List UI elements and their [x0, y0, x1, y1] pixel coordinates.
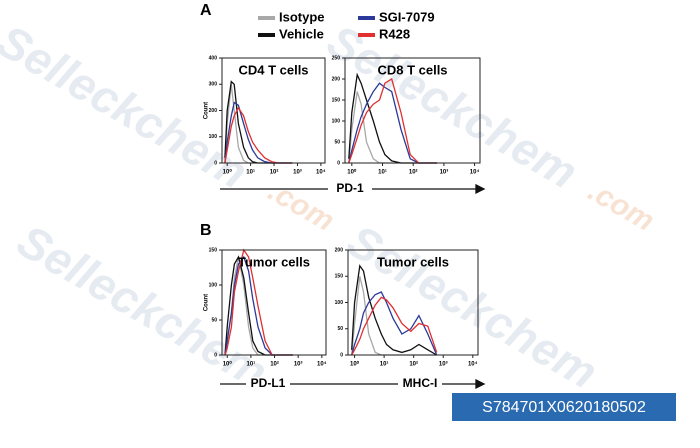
x-axis-label: MHC-I — [403, 376, 438, 390]
y-tick-label: 250 — [332, 55, 341, 61]
x-tick-label: 10¹ — [378, 169, 387, 176]
y-tick-label: 200 — [209, 108, 218, 114]
panel: 0 50 100 150 10⁰ 10¹ 10² 10³ 10⁴ Tumor cells Count… — [204, 247, 327, 391]
x-tick-label: 10⁰ — [347, 169, 357, 176]
y-tick-label: 200 — [332, 76, 341, 82]
watermark: .com — [583, 174, 660, 238]
panel-title: CD8 T cells — [377, 62, 447, 77]
y-tick-label: 0 — [214, 352, 217, 358]
histogram-line — [351, 296, 438, 356]
histogram-line — [351, 264, 438, 356]
y-axis-label: Count — [204, 102, 210, 119]
y-tick-label: 300 — [209, 82, 218, 88]
y-tick-label: 0 — [340, 352, 343, 358]
watermark: Selleckchem — [9, 214, 276, 398]
x-axis-label: PD-L1 — [251, 376, 286, 390]
y-tick-label: 400 — [209, 55, 218, 61]
watermark: Selleckchem — [0, 14, 256, 198]
x-tick-label: 10³ — [293, 169, 302, 176]
x-label-bg — [398, 377, 442, 391]
x-tick-label: 10³ — [439, 361, 448, 368]
x-tick-label: 10⁴ — [468, 362, 478, 368]
legend-label: Vehicle — [279, 26, 324, 41]
x-tick-label: 10⁴ — [317, 362, 327, 368]
panel: 0 50 100 150 200 250 10⁰ 10¹ 10² 10³ 10⁴ CD8 T cell… — [332, 55, 481, 176]
watermark: Selleckchem — [319, 14, 586, 198]
histogram-line — [348, 77, 438, 164]
panel: 0 100 200 300 400 10⁰ 10¹ 10² 10³ 10⁴ CD4 T cells C… — [204, 55, 372, 196]
y-tick-label: 100 — [209, 134, 218, 140]
image-id: S784701X0620180502 — [482, 399, 646, 416]
x-tick-label: 10¹ — [246, 169, 255, 176]
x-label-bg — [328, 182, 372, 196]
y-tick-label: 0 — [214, 160, 217, 166]
x-axis-label: PD-1 — [336, 181, 364, 195]
watermark: Selleckchem — [339, 214, 606, 398]
watermarks: Selleckchem Selleckchem Selleckchem Sell… — [0, 14, 660, 398]
x-tick-label: 10⁰ — [223, 361, 233, 368]
id-box — [452, 393, 676, 421]
panel: 0 50 100 150 200 10⁰ 10¹ 10² 10³ 10⁴ Tumor cells MH… — [335, 247, 479, 391]
legend-label: R428 — [379, 26, 410, 41]
x-tick-label: 10² — [409, 361, 418, 368]
x-tick-label: 10⁴ — [470, 170, 480, 176]
x-tick-label: 10² — [409, 169, 418, 176]
y-tick-label: 50 — [334, 139, 340, 145]
y-tick-label: 0 — [337, 160, 340, 166]
x-tick-label: 10⁰ — [223, 169, 233, 176]
y-tick-label: 100 — [335, 300, 344, 306]
y-tick-label: 100 — [332, 118, 341, 124]
y-tick-label: 200 — [335, 247, 344, 253]
x-tick-label: 10³ — [294, 361, 303, 368]
panel-label: B — [200, 222, 212, 239]
x-label-bg — [246, 377, 290, 391]
panel-title: Tumor cells — [377, 254, 449, 269]
arrow-head — [475, 378, 486, 390]
panel-title: Tumor cells — [238, 254, 310, 269]
x-tick-label: 10¹ — [247, 361, 256, 368]
plot-frame — [221, 249, 327, 356]
x-tick-label: 10¹ — [380, 361, 389, 368]
y-tick-label: 150 — [332, 97, 341, 103]
panel-title: CD4 T cells — [238, 62, 308, 77]
y-tick-label: 50 — [211, 317, 217, 323]
plot-frame — [344, 57, 481, 164]
histogram-line — [351, 291, 438, 356]
y-tick-label: 50 — [337, 326, 343, 332]
y-tick-label: 150 — [209, 247, 218, 253]
y-tick-label: 100 — [209, 282, 218, 288]
y-axis-label: Count — [204, 294, 210, 311]
legend-label: Isotype — [279, 9, 325, 24]
x-tick-label: 10⁰ — [350, 361, 360, 368]
x-tick-label: 10³ — [440, 169, 449, 176]
panel-label: A — [200, 2, 212, 19]
x-tick-label: 10² — [270, 361, 279, 368]
arrow-head — [475, 183, 486, 195]
legend-label: SGI-7079 — [379, 9, 435, 24]
y-tick-label: 150 — [335, 274, 344, 280]
x-tick-label: 10² — [270, 169, 279, 176]
x-tick-label: 10⁴ — [316, 170, 326, 176]
